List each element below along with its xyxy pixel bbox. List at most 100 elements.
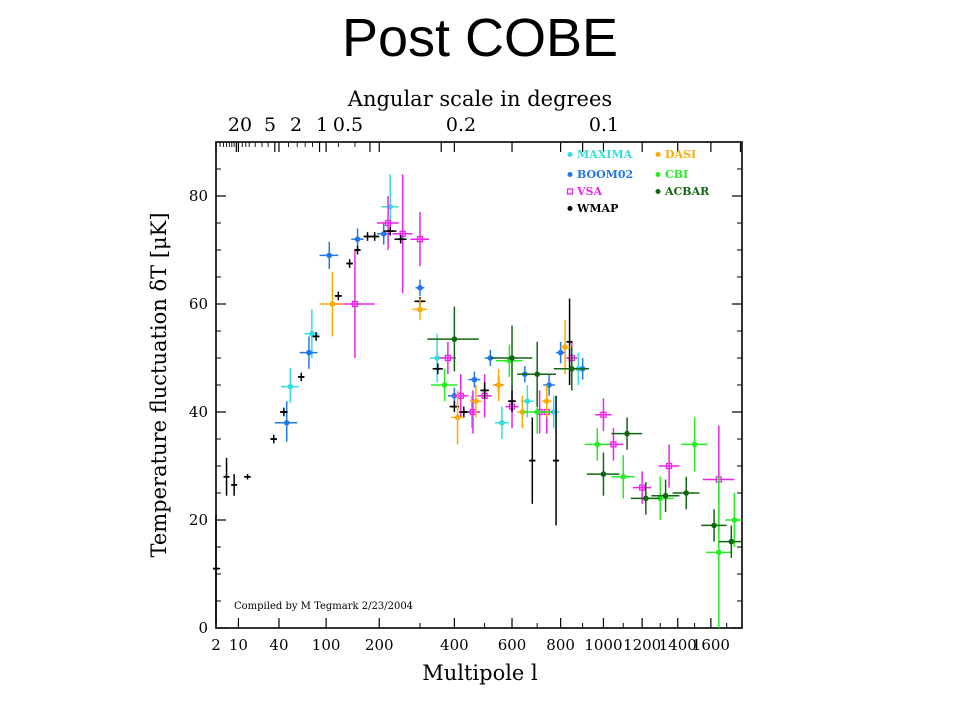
point-marker xyxy=(306,349,312,356)
legend-item-dasi: DASI xyxy=(655,148,696,161)
top-tick-label: 0.1 xyxy=(589,114,619,136)
series-acbar xyxy=(427,306,742,558)
point-marker xyxy=(354,236,361,242)
point-marker xyxy=(380,231,387,237)
data-point xyxy=(279,407,288,417)
legend-item-acbar: ACBAR xyxy=(655,185,710,198)
point-marker xyxy=(638,484,646,491)
legend-marker xyxy=(567,172,573,177)
legend-marker xyxy=(567,152,573,157)
data-point xyxy=(346,259,353,268)
y-tick-label: 40 xyxy=(189,403,208,421)
top-tick-label: 5 xyxy=(264,114,276,136)
legend-label: WMAP xyxy=(576,202,618,215)
data-point xyxy=(312,332,320,341)
point-marker xyxy=(568,366,575,372)
top-tick-label: 0.5 xyxy=(333,114,363,136)
data-point xyxy=(553,347,589,391)
data-point xyxy=(432,363,443,375)
point-marker xyxy=(441,382,448,388)
x-tick-label: 200 xyxy=(365,636,394,654)
point-marker xyxy=(550,409,557,415)
top-tick-label: 20 xyxy=(228,114,252,136)
top-axis-label: Angular scale in degrees xyxy=(347,87,612,111)
data-point xyxy=(412,298,428,321)
point-marker xyxy=(711,522,717,529)
data-point xyxy=(319,241,339,269)
data-point xyxy=(508,390,516,412)
x-tick-label: 2 xyxy=(211,636,221,654)
legend-item-cbi: CBI xyxy=(655,168,688,181)
point-marker xyxy=(454,414,461,421)
series-maxima xyxy=(280,174,584,439)
legend-item-wmap: WMAP xyxy=(567,202,618,215)
series-boom02 xyxy=(274,223,588,442)
legend: MAXIMA BOOM02 VSA WMAP DASI CBI ACBAR xyxy=(566,148,710,215)
data-point xyxy=(354,245,361,255)
point-marker xyxy=(326,252,333,259)
point-marker xyxy=(728,538,735,545)
legend-marker xyxy=(566,188,574,195)
data-point xyxy=(611,417,643,450)
data-point xyxy=(427,306,479,372)
legend-label: DASI xyxy=(665,148,696,161)
point-marker xyxy=(351,300,359,308)
point-marker xyxy=(309,330,315,337)
compiled-by-annotation: Compiled by M Tegmark 2/23/2004 xyxy=(234,601,413,612)
data-point xyxy=(611,455,635,499)
plot-border xyxy=(215,141,743,629)
y-tick-label: 0 xyxy=(198,619,208,637)
point-marker xyxy=(444,354,452,362)
point-marker xyxy=(534,409,540,415)
data-point xyxy=(630,482,661,515)
legend-label: MAXIMA xyxy=(577,148,633,161)
x-tick-label: 800 xyxy=(546,636,575,654)
point-marker xyxy=(399,230,406,237)
point-marker xyxy=(473,398,479,405)
data-point xyxy=(672,476,700,510)
point-marker xyxy=(600,411,607,418)
y-tick-label: 60 xyxy=(189,295,208,313)
y-tick-label: 80 xyxy=(189,187,208,205)
point-marker xyxy=(624,430,630,437)
data-series xyxy=(213,174,742,628)
legend-label: BOOM02 xyxy=(577,168,633,181)
data-point xyxy=(553,395,560,526)
x-tick-label: 400 xyxy=(440,636,469,654)
point-marker xyxy=(509,355,515,361)
data-point xyxy=(495,406,509,439)
data-point xyxy=(595,398,612,431)
point-marker xyxy=(594,441,601,448)
point-marker xyxy=(417,306,423,313)
data-point xyxy=(701,509,727,542)
legend-marker xyxy=(567,206,573,211)
series-wmap xyxy=(213,226,573,623)
y-axis-label: Temperature fluctuation δT [μK] xyxy=(147,212,171,557)
x-tick-label: 1600 xyxy=(692,636,730,654)
data-point xyxy=(459,406,469,418)
series-dasi xyxy=(319,271,570,445)
x-axis-label: Multipole l xyxy=(422,661,538,685)
data-point xyxy=(495,344,523,377)
point-marker xyxy=(471,376,478,383)
data-point xyxy=(517,341,557,407)
data-point xyxy=(725,493,742,547)
x-tick-label: 1200 xyxy=(623,636,661,654)
data-point xyxy=(270,434,277,444)
legend-label: ACBAR xyxy=(664,185,710,198)
data-point xyxy=(394,234,407,244)
data-point xyxy=(560,320,570,375)
point-marker xyxy=(557,349,564,356)
point-marker xyxy=(283,420,290,426)
point-marker xyxy=(417,285,423,291)
data-point xyxy=(334,291,342,301)
point-marker xyxy=(524,398,531,405)
top-tick-label: 2 xyxy=(290,114,302,136)
point-marker xyxy=(543,398,550,405)
legend-item-vsa: VSA xyxy=(566,185,602,198)
data-point xyxy=(299,336,318,369)
data-point xyxy=(529,417,536,504)
point-marker xyxy=(495,382,502,388)
